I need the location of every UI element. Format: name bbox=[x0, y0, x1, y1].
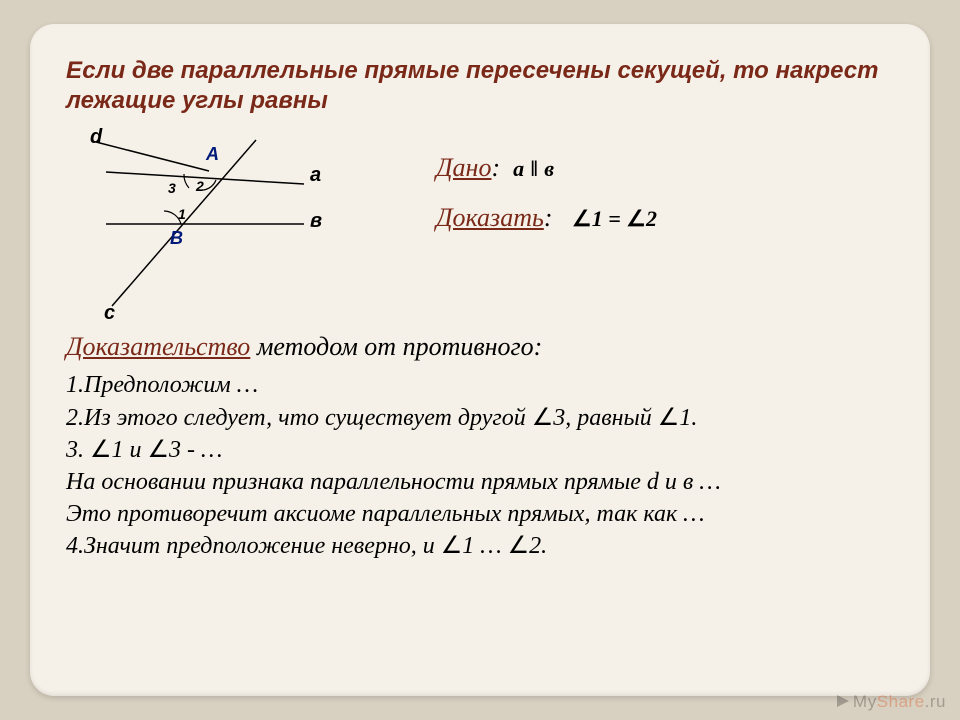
proof-body: 1.Предположим … 2.Из этого следует, что … bbox=[66, 370, 902, 563]
prove-a1: 1 bbox=[592, 206, 603, 231]
prove-eq: = bbox=[608, 206, 621, 231]
proof-heading: Доказательство методом от противного: bbox=[66, 332, 902, 362]
angle-icon: ∠ bbox=[658, 404, 680, 431]
theorem-title: Если две параллельные прямые пересечены … bbox=[66, 56, 902, 116]
upper-row: d а в с А В 1 2 3 Дано: а ǁ в Доказать: … bbox=[66, 128, 902, 328]
given-a: а bbox=[513, 156, 524, 181]
proof-l3: 3. ∠1 и ∠3 - … bbox=[66, 434, 902, 467]
proof-l1: 1.Предположим … bbox=[66, 370, 902, 402]
proof-l2: 2.Из этого следует, что существует друго… bbox=[66, 402, 902, 435]
watermark: МуShare.ru bbox=[835, 692, 946, 712]
label-A: А bbox=[206, 144, 219, 165]
proof-heading-u: Доказательство bbox=[66, 332, 250, 361]
proof-l6: 4.Значит предположение неверно, и ∠1 … ∠… bbox=[66, 530, 902, 563]
parallel-symbol: ǁ bbox=[531, 156, 538, 181]
slide: Если две параллельные прямые пересечены … bbox=[30, 24, 930, 696]
angle-icon: ∠ bbox=[90, 436, 112, 463]
prove-key: Доказать bbox=[436, 203, 544, 232]
label-b: в bbox=[310, 210, 322, 233]
label-B: В bbox=[170, 228, 183, 249]
angle-icon: ∠ bbox=[572, 206, 592, 231]
angle-icon: ∠ bbox=[532, 404, 554, 431]
label-a: а bbox=[310, 164, 321, 187]
given-key: Дано bbox=[436, 153, 491, 182]
proof-heading-rest: методом от противного: bbox=[250, 332, 542, 361]
angle-icon: ∠ bbox=[441, 532, 463, 559]
label-c: с bbox=[104, 302, 115, 325]
prove-a2: 2 bbox=[646, 206, 657, 231]
proof-l4: На основании признака параллельности пря… bbox=[66, 467, 902, 499]
label-ang2: 2 bbox=[196, 178, 204, 194]
label-ang3: 3 bbox=[168, 180, 176, 196]
angle-icon: ∠ bbox=[626, 206, 646, 231]
given-block: Дано: а ǁ в bbox=[436, 153, 554, 183]
geometry-diagram: d а в с А В 1 2 3 bbox=[66, 128, 366, 328]
angle-icon: ∠ bbox=[508, 532, 530, 559]
prove-block: Доказать: ∠1 = ∠2 bbox=[436, 203, 657, 233]
given-b: в bbox=[544, 156, 554, 181]
label-d: d bbox=[90, 126, 102, 149]
proof-l5: Это противоречит аксиоме параллельных пр… bbox=[66, 499, 902, 531]
play-icon bbox=[835, 694, 853, 708]
label-ang1: 1 bbox=[178, 206, 186, 222]
angle-icon: ∠ bbox=[148, 436, 170, 463]
